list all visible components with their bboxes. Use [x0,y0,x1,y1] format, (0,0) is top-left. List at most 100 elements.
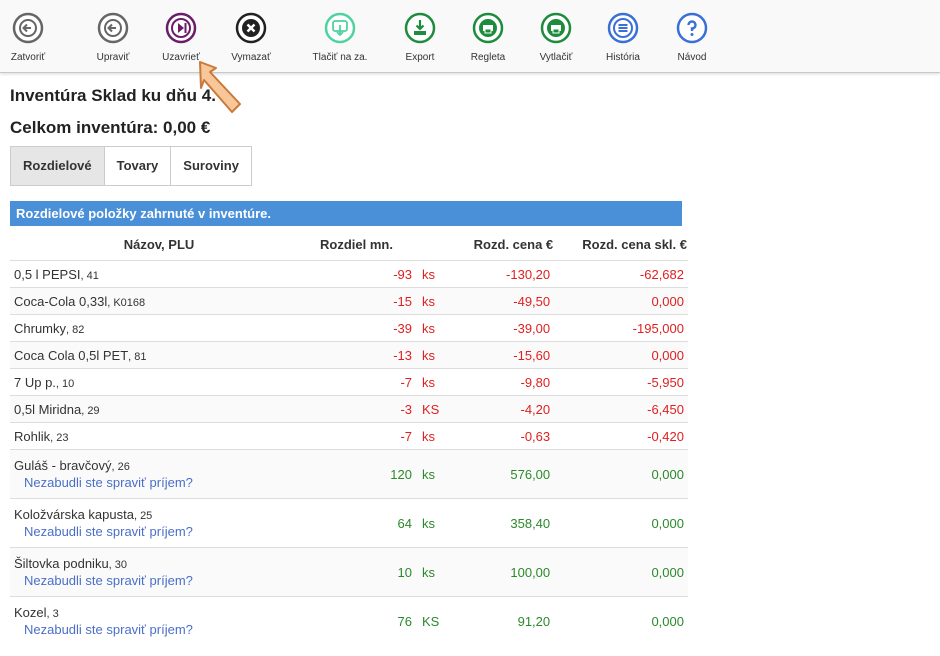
label: Upraviť [96,52,130,63]
stock-price: 0,000 [554,498,688,548]
print-all-button[interactable]: Vytlačiť [521,12,591,63]
qty: 64 [308,498,416,548]
qty: -7 [308,422,416,450]
name-cell: Kozel, 3 Nezabudli ste spraviť príjem? [10,596,308,645]
item-name: Chrumky [14,320,67,336]
stock-price: -0,420 [554,422,688,450]
item-name: 0,5 l PEPSI [14,266,81,282]
item-name: Šiltovka podniku [14,556,109,571]
unit: ks [416,314,452,342]
item-name: Rohlik [14,428,51,444]
stock-price: 0,000 [554,547,688,597]
header-row: Názov, PLU Rozdiel mn. Rozd. cena € Rozd. c… [10,228,688,261]
label: Vymazať [231,52,271,63]
item-plu: , 29 [81,404,100,417]
label: História [606,52,640,63]
tab[interactable]: Tovary [103,146,172,186]
row: Rohlik, 23 -7 ks -0,63 -0,420 [10,422,688,450]
price: -15,60 [452,341,555,369]
help-button[interactable]: Návod [657,12,727,63]
row: Šiltovka podniku, 30 Nezabudli ste spravi… [10,547,688,597]
qty: -3 [308,395,416,423]
qty: -7 [308,368,416,396]
name-cell: 0,5l Miridna, 29 [10,395,308,423]
note: Nezabudli ste spraviť príjem? [24,524,193,539]
name-cell: Rohlik, 23 [10,422,308,450]
print-button[interactable]: Tlačiť na za. [305,12,375,63]
name-cell: Coca-Cola 0,33l, K0168 [10,287,308,315]
unit: ks [416,368,452,396]
stock-price: 0,000 [554,596,688,645]
price: 576,00 [452,449,555,499]
item-plu: , K0168 [107,296,146,309]
price: -0,63 [452,422,555,450]
price: -130,20 [452,260,555,288]
unit: ks [416,449,452,499]
label: Regleta [470,52,506,63]
history-button[interactable]: História [588,12,658,63]
row: 0,5l Miridna, 29 -3 KS -4,20 -6,450 [10,395,688,423]
price: 358,40 [452,498,555,548]
name-cell: Coca Cola 0,5l PET, 81 [10,341,308,369]
unit: ks [416,422,452,450]
close-button[interactable]: Zatvoriť [0,12,63,63]
item-name: Coca-Cola 0,33l [14,293,108,309]
regleta-button[interactable]: Regleta [453,12,523,63]
stock-price: -62,682 [554,260,688,288]
label: Zatvoriť [10,52,46,63]
item-plu: , 23 [50,431,69,444]
stock-price: 0,000 [554,287,688,315]
finish-button[interactable]: Uzavrieť [146,12,216,63]
item-name: Guláš - bravčový [14,458,112,473]
item-plu: , 10 [55,377,75,390]
item-plu: , 3 [46,608,59,620]
row: Koložvárska kapusta, 25 Nezabudli ste spr… [10,498,688,548]
price: 91,20 [452,596,555,645]
edit-button[interactable]: Upraviť [78,12,148,63]
unit: ks [416,260,452,288]
total: Celkom inventúra: 0,00 € [10,118,211,137]
price: -4,20 [452,395,555,423]
unit: ks [416,287,452,315]
item-name: Kozel [14,605,47,620]
label: Vytlačiť [539,52,573,63]
name-cell: Chrumky, 82 [10,314,308,342]
price: -49,50 [452,287,555,315]
name-cell: Guláš - bravčový, 26 Nezabudli ste spravi… [10,449,308,499]
tab[interactable]: Rozdielové [10,146,105,186]
tab[interactable]: Suroviny [170,146,252,186]
stock-price: -195,000 [554,314,688,342]
unit: ks [416,547,452,597]
stock-price: 0,000 [554,449,688,499]
item-plu: , 82 [66,323,85,336]
qty: -13 [308,341,416,369]
note: Nezabudli ste spraviť príjem? [24,573,193,588]
cursor [199,61,241,113]
column-header: Názov, PLU [123,236,195,252]
row: 7 Up p., 10 -7 ks -9,80 -5,950 [10,368,688,396]
item-name: Koložvárska kapusta [14,507,134,522]
qty: 10 [308,547,416,597]
item-name: Coca Cola 0,5l PET [14,347,129,363]
item-plu: , 30 [108,559,128,571]
name-cell: Šiltovka podniku, 30 Nezabudli ste spravi… [10,547,308,597]
table-caption: Rozdielové položky zahrnuté v inventúre. [10,201,682,226]
label: Návod [677,52,707,63]
row: Guláš - bravčový, 26 Nezabudli ste spravi… [10,449,688,499]
delete-button[interactable]: Vymazať [216,12,286,63]
column-header: Rozdiel mn. [320,236,393,252]
qty: -15 [308,287,416,315]
unit: ks [416,498,452,548]
label: Export [405,52,435,63]
price: -39,00 [452,314,555,342]
toolbar: Zatvoriť Upraviť Uzavrieť Vymazať Tlačiť… [0,0,940,73]
item-name: 7 Up p. [14,374,56,390]
price: 100,00 [452,547,555,597]
row: Chrumky, 82 -39 ks -39,00 -195,000 [10,314,688,342]
name-cell: 0,5 l PEPSI, 41 [10,260,308,288]
item-plu: , 25 [133,510,153,522]
qty: 76 [308,596,416,645]
page-title: Inventúra Sklad ku dňu 4. [10,86,216,105]
export-button[interactable]: Export [385,12,455,63]
